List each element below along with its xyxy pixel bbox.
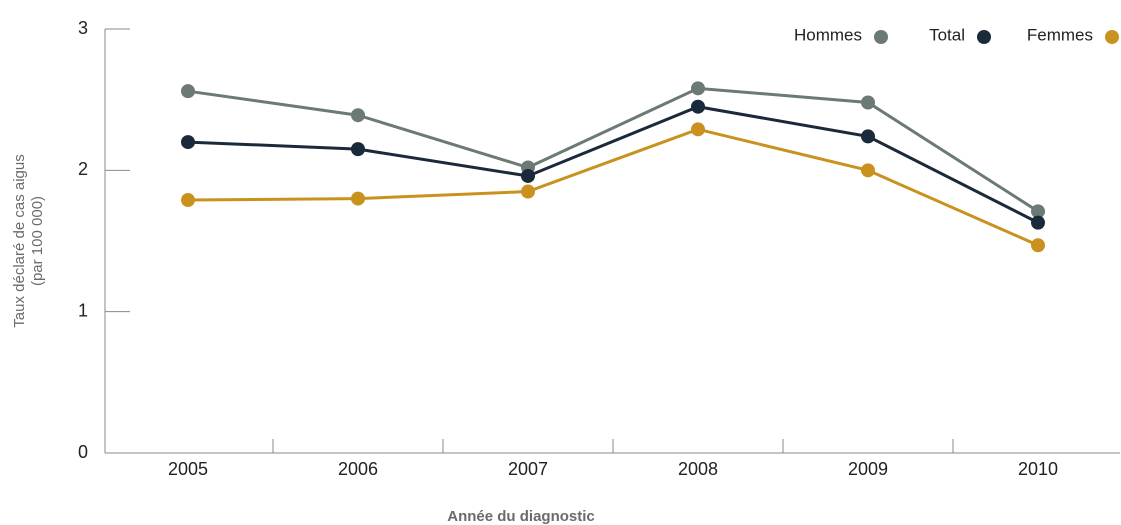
x-tick-label: 2009 <box>848 459 888 479</box>
data-point <box>861 163 875 178</box>
x-axis-label: Année du diagnostic <box>447 508 595 525</box>
data-point <box>351 108 365 123</box>
series-line <box>187 127 1039 247</box>
data-point <box>351 191 365 206</box>
x-tick-label: 2007 <box>508 459 548 479</box>
data-point <box>691 81 705 96</box>
y-tick-label: 1 <box>78 300 88 320</box>
legend-label: Femmes <box>1027 25 1093 44</box>
data-point <box>861 95 875 110</box>
y-tick-label: 3 <box>78 18 88 38</box>
data-point <box>351 142 365 157</box>
data-point <box>521 168 535 183</box>
legend-label: Total <box>929 25 965 44</box>
x-tick-label: 2006 <box>338 459 378 479</box>
legend-marker <box>874 30 888 44</box>
y-tick-label: 2 <box>78 159 88 179</box>
data-point <box>1031 215 1045 230</box>
x-tick-label: 2010 <box>1018 459 1058 479</box>
data-point <box>1031 204 1045 219</box>
data-point <box>1031 238 1045 253</box>
x-tick-label: 2005 <box>168 459 208 479</box>
legend-marker <box>977 30 991 44</box>
legend-marker <box>1105 30 1119 44</box>
y-axis-label: (par 100 000) <box>29 196 46 286</box>
data-point <box>181 193 195 208</box>
data-point <box>181 135 195 150</box>
data-point <box>861 129 875 144</box>
y-tick-label: 0 <box>78 442 88 462</box>
series-line <box>187 105 1039 224</box>
legend-label: Hommes <box>794 25 862 44</box>
data-point <box>521 184 535 199</box>
data-point <box>181 84 195 99</box>
y-axis-label: Taux déclaré de cas aigus <box>11 154 28 327</box>
data-point <box>691 122 705 137</box>
series-line <box>187 86 1039 213</box>
x-tick-label: 2008 <box>678 459 718 479</box>
data-point <box>691 99 705 114</box>
